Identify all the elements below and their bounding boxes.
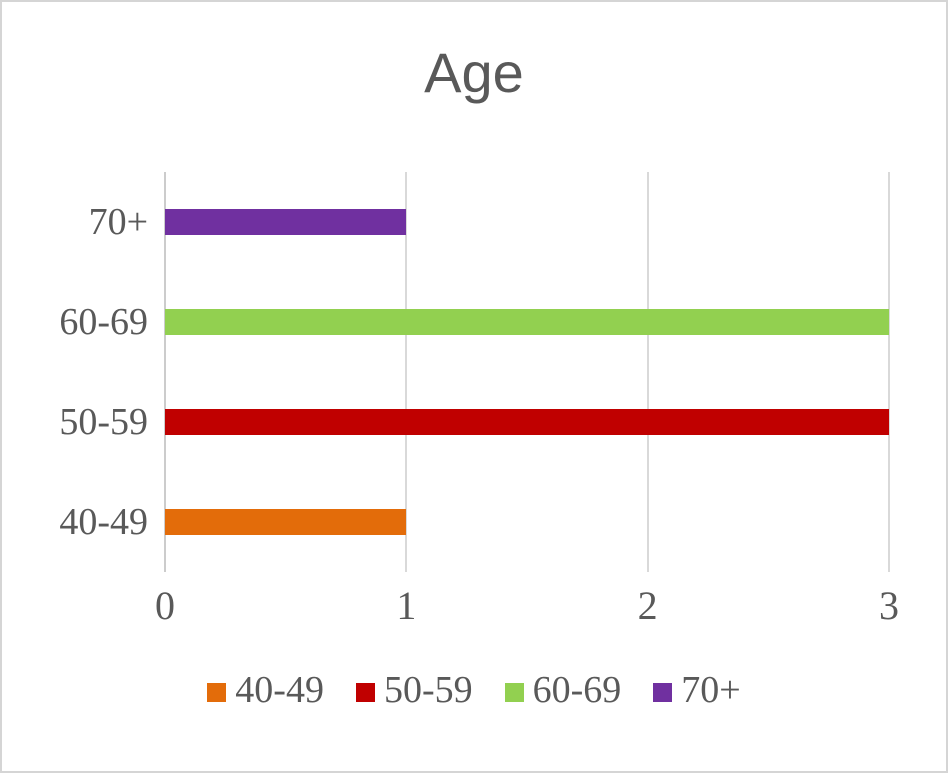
- x-tick-label-2: 2: [637, 583, 658, 628]
- x-tick-label-3: 3: [879, 583, 899, 628]
- chart-title: Age: [424, 41, 524, 104]
- y-category-label-50-59: 50-59: [59, 401, 148, 443]
- y-category-label-60-69: 60-69: [59, 301, 148, 343]
- legend-swatch-70+: [653, 682, 673, 702]
- x-tick-label-1: 1: [396, 583, 417, 628]
- bar-70+: [165, 209, 407, 235]
- legend-label-60-69: 60-69: [532, 669, 622, 711]
- legend-swatch-50-59: [355, 682, 375, 702]
- x-tick-label-0: 0: [155, 583, 175, 628]
- bar-60-69: [165, 309, 889, 335]
- legend-item-40-49: 40-49: [207, 668, 324, 712]
- gridline-2: [646, 172, 649, 572]
- legend-swatch-40-49: [207, 682, 227, 702]
- gridline-3: [888, 172, 890, 572]
- y-axis-labels: 70+ 60-69 50-59 40-49: [14, 172, 148, 572]
- legend-item-60-69: 60-69: [504, 668, 622, 712]
- value-axis-line: [164, 172, 166, 572]
- bar-40-49: [165, 509, 407, 535]
- plot-area: [164, 172, 890, 572]
- legend-item-50-59: 50-59: [355, 668, 473, 712]
- legend-label-70+: 70+: [681, 669, 741, 711]
- bar-50-59: [165, 409, 889, 435]
- y-category-label-40-49: 40-49: [59, 501, 148, 543]
- legend: 40-49 50-59 60-69 70+: [2, 668, 946, 712]
- legend-label-50-59: 50-59: [383, 669, 473, 711]
- x-axis-labels: 0 1 2 3: [155, 582, 899, 632]
- legend-item-70+: 70+: [653, 668, 741, 712]
- y-category-label-70+: 70+: [88, 201, 148, 243]
- gridline-1: [405, 172, 408, 572]
- legend-label-40-49: 40-49: [235, 669, 324, 711]
- legend-swatch-60-69: [504, 682, 524, 702]
